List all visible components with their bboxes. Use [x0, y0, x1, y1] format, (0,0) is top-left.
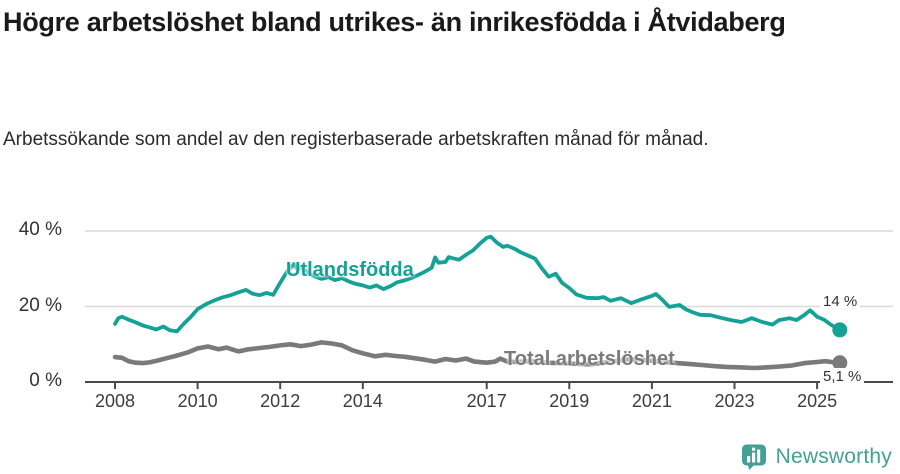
chart-subtitle: Arbetssökande som andel av den registerb… [3, 129, 709, 150]
series-line-utlandsfodda [113, 234, 842, 334]
series-label-utlandsfodda: Utlandsfödda [286, 259, 414, 281]
newsworthy-logo: Newsworthy [740, 443, 892, 471]
x-axis-label: 2023 [714, 391, 755, 411]
x-axis-label: 2017 [466, 391, 507, 411]
y-axis-label: 0 % [29, 370, 62, 391]
y-axis-label: 20 % [18, 294, 62, 316]
x-axis-label: 2008 [94, 391, 136, 411]
y-axis-label: 40 % [18, 219, 62, 240]
series-end-dot [832, 322, 848, 338]
x-axis-label: 2025 [797, 391, 838, 411]
x-axis-label: 2010 [177, 391, 218, 411]
x-axis-label: 2021 [631, 391, 672, 411]
series-line-total [112, 340, 843, 371]
series-label-total: Total arbetslöshet [504, 348, 675, 370]
x-axis-label: 2014 [342, 391, 383, 411]
series-end-value-label: 14 % [820, 293, 861, 310]
newsworthy-bubble-icon [741, 444, 766, 470]
x-axis-label: 2019 [549, 391, 590, 411]
series-end-dot [832, 355, 848, 371]
newsworthy-wordmark: Newsworthy [775, 445, 892, 468]
x-axis-label: 2012 [260, 391, 301, 411]
chart-title: Högre arbetslöshet bland utrikes- än inr… [3, 7, 786, 37]
series-end-value-label: 5,1 % [820, 368, 865, 385]
